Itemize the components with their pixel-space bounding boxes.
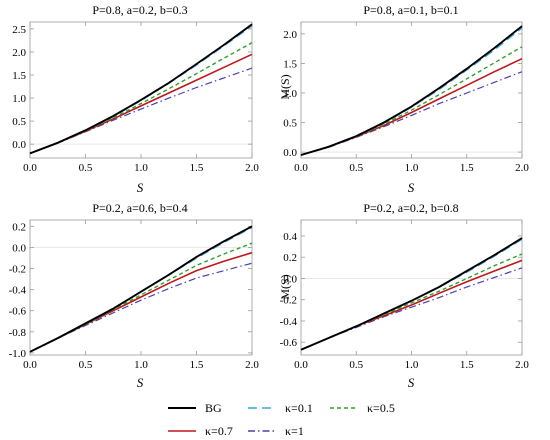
legend-label-kappa-0-5: κ=0.5 bbox=[367, 401, 395, 415]
series-line-bg bbox=[29, 225, 253, 353]
plot-frame bbox=[29, 21, 253, 159]
x-tick-label: 1.0 bbox=[405, 162, 419, 174]
chart-panel-bottom-right: P=0.2, a=0.2, b=0.8 M(S) S 0.0 0.5 1.0 1.5 2… bbox=[278, 201, 529, 390]
x-tick-label: 2.0 bbox=[515, 359, 529, 371]
legend-item-kappa-0-7: κ=0.7 bbox=[168, 424, 233, 438]
x-tick-label: 0.5 bbox=[79, 162, 93, 174]
y-tick-label: 0.0 bbox=[283, 147, 297, 159]
x-tick-label: 1.0 bbox=[134, 162, 148, 174]
series-line-bg bbox=[300, 25, 523, 156]
series-line-kappa-0-1 bbox=[300, 238, 523, 351]
x-axis-label: S bbox=[408, 375, 415, 390]
plot-area: 0.0 0.5 1.0 1.5 2.0 0.0 0.5 1.0 1.5 2.0 bbox=[283, 21, 529, 174]
x-tick-label: 0.0 bbox=[294, 359, 308, 371]
series-line-bg bbox=[29, 23, 253, 155]
chart-panel-top-left: P=0.8, a=0.2, b=0.3 S 0.0 0.5 1.0 1.5 2.00.0… bbox=[12, 3, 259, 195]
series-line-kappa-1 bbox=[300, 267, 523, 351]
y-tick-label: 0.0 bbox=[283, 273, 297, 285]
x-tick-label: 1.5 bbox=[460, 359, 474, 371]
legend: BG κ=0.1 κ=0.5 κ=0.7 κ=1 bbox=[168, 401, 395, 438]
x-tick-label: 1.5 bbox=[190, 359, 204, 371]
chart-title: P=0.2, a=0.2, b=0.8 bbox=[363, 201, 458, 215]
x-tick-label: 2.0 bbox=[245, 162, 259, 174]
x-tick-label: 0.5 bbox=[79, 359, 93, 371]
legend-label-kappa-0-7: κ=0.7 bbox=[205, 424, 233, 438]
y-tick-label: 0.4 bbox=[283, 231, 297, 243]
x-tick-label: 0.5 bbox=[349, 359, 363, 371]
series-line-kappa-0-5 bbox=[300, 253, 523, 351]
y-axis-label: M(S) bbox=[278, 74, 292, 99]
series-line-bg bbox=[300, 237, 523, 351]
plot-area: 0.0 0.5 1.0 1.5 2.0 -0.6 -0.4 -0.2 0.0 0.2 0.4 bbox=[280, 219, 529, 371]
y-tick-label: 1.0 bbox=[283, 88, 297, 100]
y-tick-label: 1.5 bbox=[283, 58, 297, 70]
x-tick-label: 1.5 bbox=[460, 162, 474, 174]
legend-item-kappa-1: κ=1 bbox=[248, 424, 304, 438]
y-tick-label: 1.5 bbox=[12, 70, 26, 82]
y-tick-label: -0.6 bbox=[280, 337, 298, 349]
x-tick-label: 2.0 bbox=[515, 162, 529, 174]
plot-frame bbox=[300, 21, 523, 159]
y-tick-label: 0.0 bbox=[12, 242, 26, 254]
y-tick-label: -0.8 bbox=[9, 327, 27, 339]
y-tick-label: -0.2 bbox=[9, 264, 26, 276]
legend-label-kappa-1: κ=1 bbox=[285, 424, 304, 438]
y-tick-label: -1.0 bbox=[9, 348, 27, 360]
x-tick-label: 0.0 bbox=[23, 162, 37, 174]
y-tick-label: 2.5 bbox=[12, 24, 26, 36]
x-axis-label: S bbox=[137, 180, 144, 195]
series-line-kappa-0-5 bbox=[29, 42, 253, 155]
legend-label-bg: BG bbox=[205, 401, 222, 415]
x-tick-label: 1.0 bbox=[134, 359, 148, 371]
legend-item-bg: BG bbox=[168, 401, 222, 415]
y-tick-label: 0.2 bbox=[12, 221, 26, 233]
x-tick-label: 1.0 bbox=[405, 359, 419, 371]
legend-label-kappa-0-1: κ=0.1 bbox=[285, 401, 313, 415]
y-axis-label: M(S) bbox=[278, 274, 292, 299]
plot-area: 0.0 0.5 1.0 1.5 2.0 0.0 0.5 1.0 1.5 2.0 2.5 bbox=[12, 21, 259, 174]
x-tick-label: 0.0 bbox=[23, 359, 37, 371]
y-tick-label: -0.6 bbox=[9, 306, 27, 318]
x-axis-label: S bbox=[137, 375, 144, 390]
series-line-kappa-0-1 bbox=[29, 226, 253, 353]
series-line-kappa-0-5 bbox=[300, 46, 523, 156]
x-tick-label: 0.0 bbox=[294, 162, 308, 174]
y-tick-label: -0.4 bbox=[9, 285, 27, 297]
y-tick-label: 0.5 bbox=[283, 118, 297, 130]
y-tick-label: 2.0 bbox=[12, 47, 26, 59]
y-tick-label: 0.5 bbox=[12, 116, 26, 128]
x-tick-label: 0.5 bbox=[349, 162, 363, 174]
y-tick-label: -0.2 bbox=[280, 295, 297, 307]
chart-panel-top-right: P=0.8, a=0.1, b=0.1 M(S) S 0.0 0.5 1.0 1.5 2… bbox=[278, 3, 529, 195]
chart-panel-bottom-left: P=0.2, a=0.6, b=0.4 S 0.0 0.5 1.0 1.5 2.0 -1.… bbox=[9, 201, 260, 390]
chart-title: P=0.8, a=0.2, b=0.3 bbox=[92, 3, 187, 17]
series-line-kappa-0-7 bbox=[29, 251, 253, 353]
chart-title: P=0.2, a=0.6, b=0.4 bbox=[92, 201, 187, 215]
y-tick-label: -0.4 bbox=[280, 316, 298, 328]
y-tick-label: 2.0 bbox=[283, 29, 297, 41]
plot-area: 0.0 0.5 1.0 1.5 2.0 -1.0 -0.8 -0.6 -0.4 -0.2 0.0 0.… bbox=[9, 219, 259, 371]
y-tick-label: 0.0 bbox=[12, 139, 26, 151]
x-tick-label: 2.0 bbox=[245, 359, 259, 371]
x-axis-label: S bbox=[408, 180, 415, 195]
series-line-kappa-1 bbox=[29, 262, 253, 353]
series-line-kappa-0-1 bbox=[300, 27, 523, 156]
y-tick-label: 1.0 bbox=[12, 93, 26, 105]
chart-title: P=0.8, a=0.1, b=0.1 bbox=[363, 3, 458, 17]
legend-item-kappa-0-1: κ=0.1 bbox=[248, 401, 313, 415]
legend-item-kappa-0-5: κ=0.5 bbox=[330, 401, 395, 415]
series-line-kappa-0-1 bbox=[29, 25, 253, 155]
y-tick-label: 0.2 bbox=[283, 252, 297, 264]
x-tick-label: 1.5 bbox=[190, 162, 204, 174]
series-line-kappa-1 bbox=[300, 71, 523, 156]
